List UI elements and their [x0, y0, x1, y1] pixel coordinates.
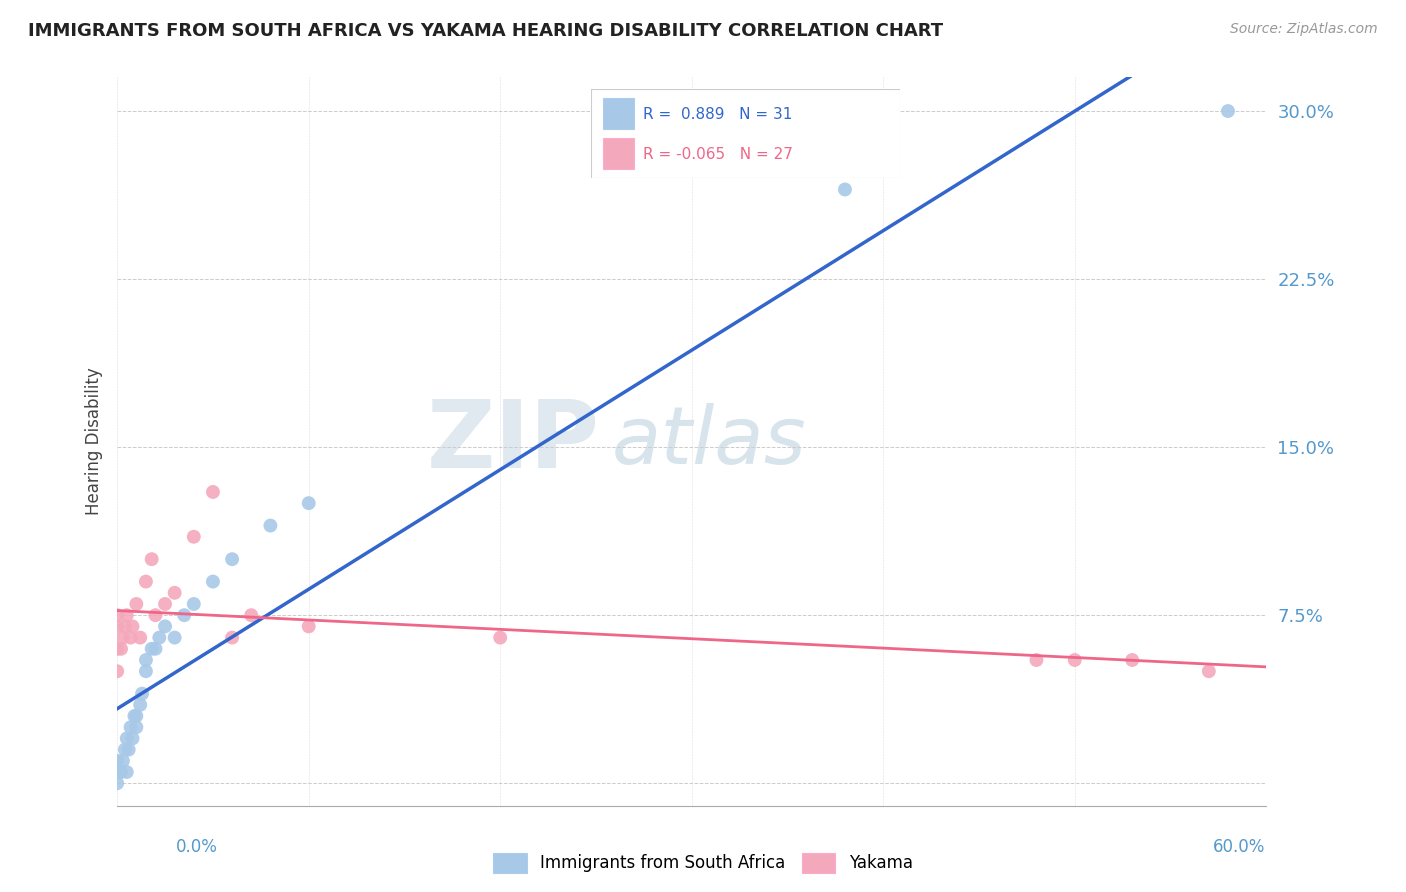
- Point: [153, 597, 176, 611]
- Point: [131, 687, 153, 701]
- Point: [118, 742, 141, 756]
- Text: R =  0.889   N = 31: R = 0.889 N = 31: [643, 107, 793, 121]
- Point: [163, 586, 186, 600]
- Point: [110, 765, 132, 780]
- Point: [111, 754, 134, 768]
- Point: [129, 698, 152, 712]
- Legend: Immigrants from South Africa, Yakama: Immigrants from South Africa, Yakama: [486, 847, 920, 880]
- Point: [115, 608, 138, 623]
- Bar: [603, 138, 634, 169]
- Point: [298, 496, 321, 510]
- Point: [201, 574, 224, 589]
- Point: [221, 631, 243, 645]
- Point: [173, 608, 195, 623]
- Point: [105, 608, 128, 623]
- Point: [1198, 664, 1220, 678]
- Point: [834, 182, 856, 196]
- Point: [120, 631, 142, 645]
- Point: [105, 641, 128, 656]
- Y-axis label: Hearing Disability: Hearing Disability: [86, 368, 103, 516]
- Point: [129, 631, 152, 645]
- Point: [141, 552, 163, 566]
- Point: [135, 574, 157, 589]
- Point: [163, 631, 186, 645]
- Point: [105, 776, 128, 790]
- Text: 0.0%: 0.0%: [176, 838, 218, 856]
- Point: [153, 619, 176, 633]
- Point: [145, 608, 167, 623]
- Point: [148, 631, 170, 645]
- Point: [183, 597, 205, 611]
- Point: [114, 742, 136, 756]
- Point: [125, 709, 148, 723]
- Point: [105, 754, 128, 768]
- Point: [489, 631, 512, 645]
- Point: [1121, 653, 1143, 667]
- FancyBboxPatch shape: [591, 89, 900, 178]
- Point: [115, 731, 138, 746]
- Point: [135, 664, 157, 678]
- Point: [183, 530, 205, 544]
- Point: [121, 619, 143, 633]
- Text: Source: ZipAtlas.com: Source: ZipAtlas.com: [1230, 22, 1378, 37]
- Point: [124, 709, 146, 723]
- Point: [125, 597, 148, 611]
- Point: [141, 641, 163, 656]
- Point: [110, 641, 132, 656]
- Point: [1063, 653, 1085, 667]
- Point: [1216, 103, 1239, 118]
- Point: [201, 485, 224, 500]
- Text: ZIP: ZIP: [427, 395, 600, 488]
- Point: [111, 631, 134, 645]
- Point: [135, 653, 157, 667]
- Point: [121, 731, 143, 746]
- Text: R = -0.065   N = 27: R = -0.065 N = 27: [643, 147, 793, 161]
- Point: [115, 765, 138, 780]
- Text: IMMIGRANTS FROM SOUTH AFRICA VS YAKAMA HEARING DISABILITY CORRELATION CHART: IMMIGRANTS FROM SOUTH AFRICA VS YAKAMA H…: [28, 22, 943, 40]
- Point: [105, 619, 128, 633]
- Point: [1025, 653, 1047, 667]
- Point: [105, 765, 128, 780]
- Point: [221, 552, 243, 566]
- Point: [259, 518, 281, 533]
- Text: 60.0%: 60.0%: [1213, 838, 1265, 856]
- Point: [298, 619, 321, 633]
- Point: [125, 720, 148, 734]
- Point: [240, 608, 263, 623]
- Point: [120, 720, 142, 734]
- Point: [114, 619, 136, 633]
- Point: [105, 664, 128, 678]
- Point: [145, 641, 167, 656]
- Text: atlas: atlas: [612, 402, 806, 481]
- Bar: [603, 98, 634, 129]
